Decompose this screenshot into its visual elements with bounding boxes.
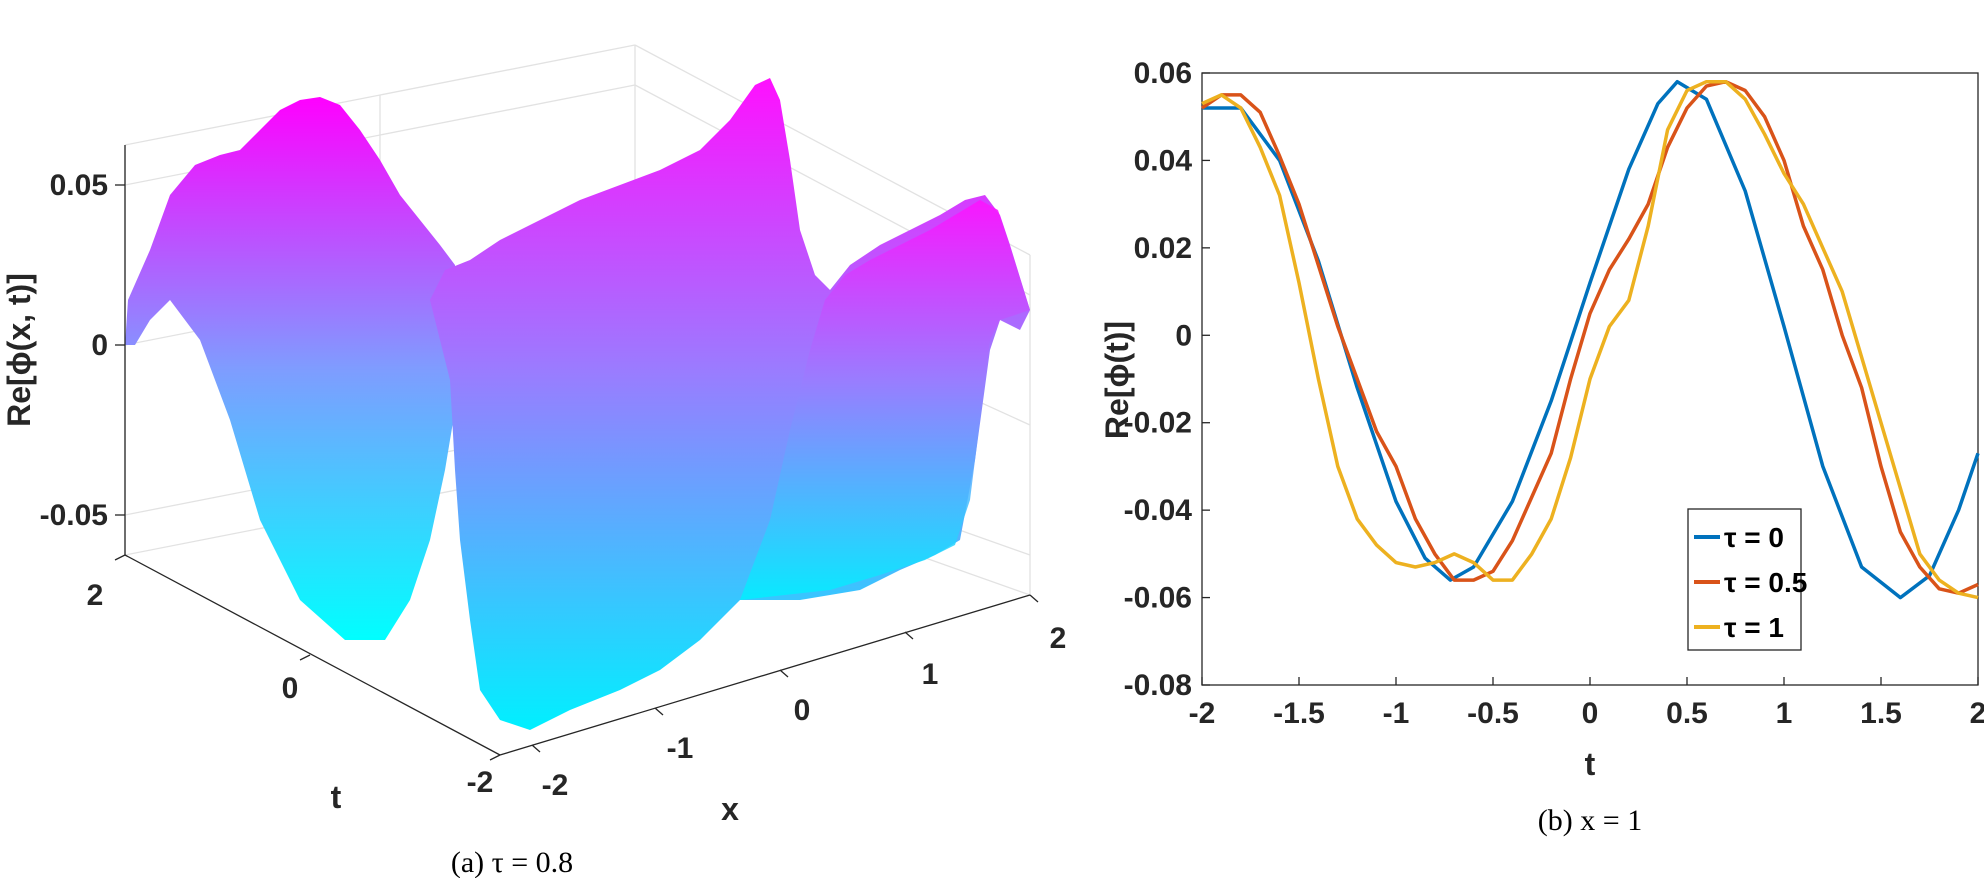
x-tick-label: 2: [1970, 697, 1984, 730]
x-tick-label: 0: [1582, 697, 1599, 730]
z-axis-label: Re[ϕ(x, t)]: [1, 273, 37, 427]
legend-item: τ = 0: [1724, 522, 1784, 553]
line-plot: -2 -1.5 -1 -0.5 0 0.5 1 1.5 2 -0.08-0.06-0.04-0.…: [1099, 57, 1984, 837]
x-tick-label: -1: [667, 732, 694, 765]
x-tick-label: -1: [1383, 697, 1410, 730]
y-tick-label: 0.02: [1134, 232, 1192, 265]
x-tick-label: 2: [1050, 622, 1067, 655]
x-tick-label: 0.5: [1666, 697, 1708, 730]
y-tick-label: -0.08: [1124, 669, 1192, 702]
t-tick-label: -2: [467, 766, 494, 799]
caption-b: (b) x = 1: [1538, 804, 1642, 837]
x-ticks: -2 -1.5 -1 -0.5 0 0.5 1 1.5 2: [1189, 677, 1984, 730]
x-tick-label: 1: [1776, 697, 1793, 730]
z-tick-label: 0: [91, 329, 108, 362]
series-line-1: [1201, 79, 1979, 595]
y-tick-label: 0: [1175, 319, 1192, 352]
z-tick-label: -0.05: [40, 499, 108, 532]
y-tick-label: -0.04: [1124, 494, 1193, 527]
z-axis: 0.05 0 -0.05 Re[ϕ(x, t)]: [1, 145, 126, 555]
x-tick-label: -1.5: [1273, 697, 1325, 730]
x-tick-label: 0: [794, 694, 811, 727]
x-tick-label: -0.5: [1467, 697, 1519, 730]
x-tick-label: 1.5: [1860, 697, 1902, 730]
legend-item: τ = 0.5: [1724, 567, 1807, 598]
y-tick-label: -0.06: [1124, 582, 1192, 615]
t-tick-label: 2: [87, 579, 104, 612]
x-axis-label: t: [1585, 746, 1596, 782]
x-tick-label: -2: [1189, 697, 1216, 730]
caption-a: (a) τ = 0.8: [451, 846, 573, 878]
x-tick-label: -2: [542, 769, 569, 802]
y-tick-label: 0.06: [1134, 57, 1192, 90]
t-axis-label: t: [331, 779, 342, 815]
y-tick-label: -0.02: [1124, 407, 1192, 440]
x-axis: -2 -1 0 1 2 x: [499, 594, 1067, 827]
series-line-2: [1201, 79, 1979, 600]
y-axis-label: Re[ϕ(t)]: [1099, 321, 1135, 439]
legend: τ = 0 τ = 0.5 τ = 1: [1687, 508, 1807, 651]
t-tick-label: 0: [282, 672, 299, 705]
series: [1201, 79, 1980, 600]
surface-plot: 0.05 0 -0.05 Re[ϕ(x, t)] 2 0 -2 t -2 -1: [1, 44, 1067, 878]
x-tick-label: 1: [922, 658, 939, 691]
y-tick-label: 0.04: [1134, 144, 1193, 177]
surface-mesh: [125, 78, 1030, 730]
z-tick-label: 0.05: [50, 169, 108, 202]
series-line-0: [1202, 79, 1980, 600]
legend-item: τ = 1: [1724, 612, 1784, 643]
x-axis-label: x: [721, 791, 739, 827]
t-axis: 2 0 -2 t: [87, 554, 501, 815]
y-ticks: -0.08 -0.06 -0.04 -0.02 0 0.02 0.04 0.06: [1124, 57, 1210, 702]
